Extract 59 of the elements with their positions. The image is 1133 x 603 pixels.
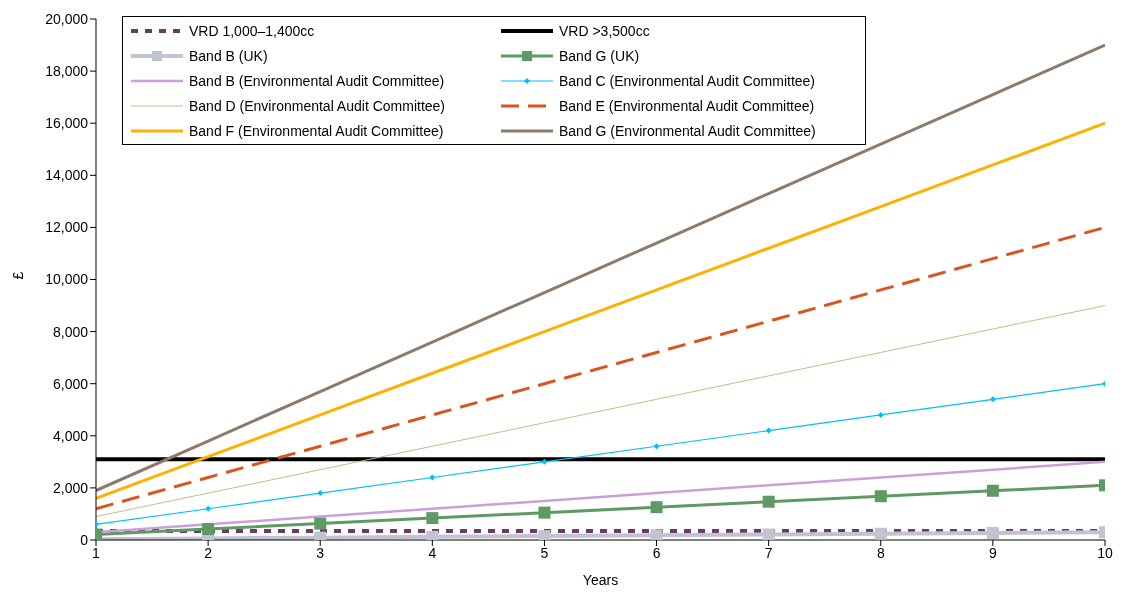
point — [877, 411, 884, 418]
point — [762, 528, 775, 540]
point — [989, 396, 996, 403]
point — [314, 517, 327, 530]
x-tick-label: 7 — [764, 544, 773, 561]
y-tick-label: 10,000 — [45, 271, 89, 288]
x-tick-label: 5 — [540, 544, 549, 561]
x-tick-label: 4 — [428, 544, 437, 561]
y-tick-label: 2,000 — [52, 479, 89, 496]
y-tick-label: 0 — [80, 531, 89, 548]
line-series — [96, 121, 1105, 500]
point — [426, 512, 439, 525]
point — [986, 484, 999, 497]
point — [874, 490, 887, 503]
line-series — [96, 225, 1105, 511]
point — [538, 506, 551, 519]
y-tick-label: 6,000 — [52, 375, 89, 392]
x-tick-label: 8 — [876, 544, 885, 561]
legend-label: Band G (UK) — [559, 47, 640, 64]
point — [541, 458, 548, 465]
point — [650, 501, 663, 514]
legend-label: Band B (Environmental Audit Committee) — [189, 72, 445, 89]
point — [429, 474, 436, 481]
point — [874, 527, 887, 540]
x-axis-title: Years — [582, 572, 619, 588]
y-tick-label: 8,000 — [52, 323, 89, 340]
point — [653, 443, 660, 450]
y-tick-label: 18,000 — [45, 63, 89, 80]
legend-label: Band G (Environmental Audit Committee) — [559, 122, 816, 139]
x-tick-label: 2 — [204, 544, 213, 561]
legend-label: Band C (Environmental Audit Committee) — [559, 72, 815, 89]
legend-label: Band F (Environmental Audit Committee) — [189, 122, 444, 139]
y-tick-label: 4,000 — [52, 427, 89, 444]
legend-label: VRD >3,500cc — [559, 22, 650, 39]
legend-label: VRD 1,000–1,400cc — [189, 22, 315, 39]
y-tick-label: 16,000 — [45, 115, 89, 132]
y-tick-label: 14,000 — [45, 167, 89, 184]
point — [205, 505, 212, 512]
point — [317, 490, 324, 497]
y-tick-label: 12,000 — [45, 219, 89, 236]
x-tick-label: 9 — [988, 544, 997, 561]
legend-label: Band D (Environmental Audit Committee) — [189, 97, 445, 114]
legend-label: Band B (UK) — [189, 47, 268, 64]
legend-label: Band E (Environmental Audit Committee) — [559, 97, 815, 114]
line-series — [96, 43, 1105, 493]
x-tick-label: 10 — [1097, 544, 1113, 561]
x-tick-label: 6 — [652, 544, 661, 561]
point — [762, 495, 775, 508]
point — [650, 529, 663, 540]
line-series — [96, 305, 1105, 518]
x-tick-label: 3 — [316, 544, 325, 561]
point — [426, 530, 439, 540]
point — [202, 523, 215, 536]
x-tick-label: 1 — [92, 544, 101, 561]
point — [765, 427, 772, 434]
y-tick-label: 20,000 — [45, 10, 89, 27]
point — [538, 530, 551, 540]
point — [986, 526, 999, 539]
y-axis-title: £ — [9, 271, 26, 280]
